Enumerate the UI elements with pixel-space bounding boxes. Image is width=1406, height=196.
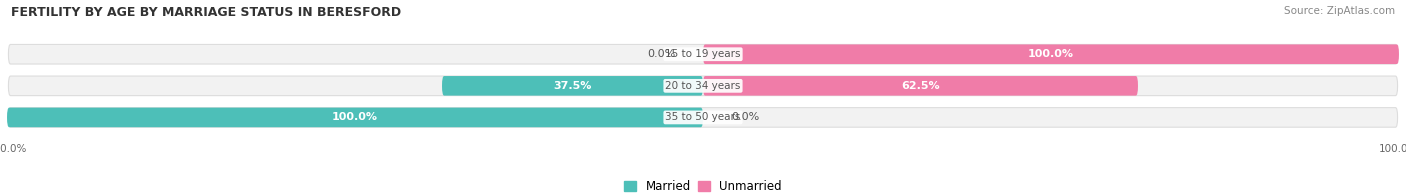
FancyBboxPatch shape xyxy=(441,76,703,96)
FancyBboxPatch shape xyxy=(703,44,1399,64)
FancyBboxPatch shape xyxy=(8,108,1398,127)
Text: 37.5%: 37.5% xyxy=(554,81,592,91)
Text: 62.5%: 62.5% xyxy=(901,81,939,91)
Text: Source: ZipAtlas.com: Source: ZipAtlas.com xyxy=(1284,6,1395,16)
Text: 0.0%: 0.0% xyxy=(647,49,675,59)
Text: 0.0%: 0.0% xyxy=(731,113,759,122)
Text: 100.0%: 100.0% xyxy=(1028,49,1074,59)
Text: 20 to 34 years: 20 to 34 years xyxy=(665,81,741,91)
Text: 100.0%: 100.0% xyxy=(332,113,378,122)
FancyBboxPatch shape xyxy=(8,76,1398,96)
FancyBboxPatch shape xyxy=(7,108,703,127)
FancyBboxPatch shape xyxy=(8,44,1398,64)
Text: FERTILITY BY AGE BY MARRIAGE STATUS IN BERESFORD: FERTILITY BY AGE BY MARRIAGE STATUS IN B… xyxy=(11,6,401,19)
Text: 15 to 19 years: 15 to 19 years xyxy=(665,49,741,59)
Legend: Married, Unmarried: Married, Unmarried xyxy=(624,181,782,193)
FancyBboxPatch shape xyxy=(703,76,1137,96)
Text: 35 to 50 years: 35 to 50 years xyxy=(665,113,741,122)
